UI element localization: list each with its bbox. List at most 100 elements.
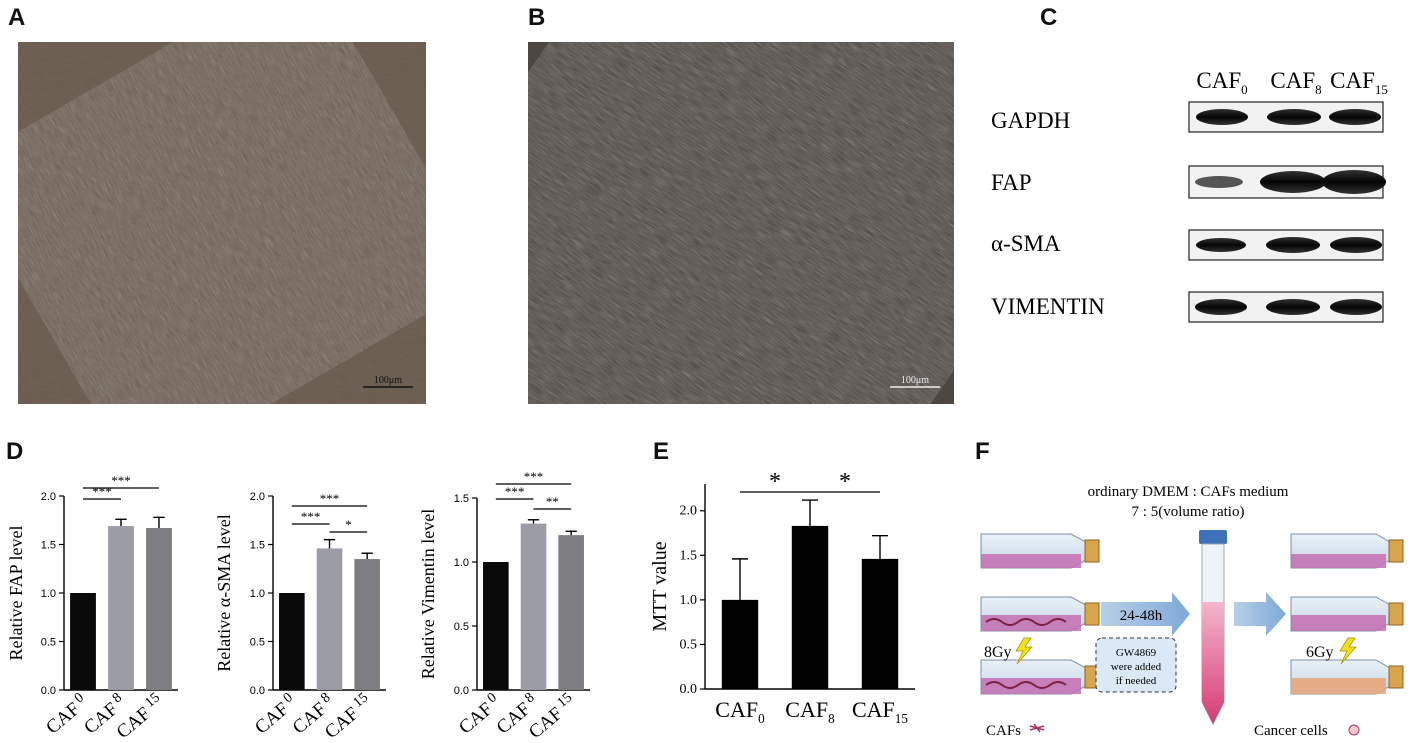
lane-sub-caf0: 0 — [1241, 82, 1248, 97]
inhibitor-line-2: were added — [1111, 661, 1162, 673]
x-tick-label: CAF15 — [852, 697, 908, 726]
y-tick-label: 0.0 — [454, 685, 469, 697]
y-tick-label: 0.5 — [41, 637, 56, 649]
bar — [791, 525, 829, 689]
bar — [721, 599, 759, 689]
significance-label: *** — [92, 484, 112, 499]
dose-left-label: 8Gy — [984, 644, 1012, 661]
protein-gapdh: GAPDH — [991, 108, 1070, 133]
blot-strip-asma — [1188, 229, 1384, 261]
bar — [146, 528, 172, 690]
flask-cancer-middle — [1290, 596, 1404, 632]
y-tick-label: 0.5 — [680, 637, 698, 652]
significance-label: * — [345, 517, 352, 532]
bar — [354, 559, 380, 690]
centrifuge-tube — [1199, 530, 1227, 726]
significance-label: *** — [111, 473, 131, 488]
blot-strip-gapdh — [1188, 101, 1384, 133]
y-tick-label: 0.0 — [41, 685, 56, 697]
experiment-schematic: ordinary DMEM : CAFs medium 7 : 5(volume… — [980, 484, 1404, 739]
panel-label-b: B — [528, 4, 546, 31]
lane-label-caf0: CAF — [1196, 68, 1241, 93]
scale-bar-label-b: 100μm — [901, 375, 929, 386]
y-tick-label: 0.5 — [250, 637, 265, 649]
inhibitor-line-1: GW4869 — [1116, 647, 1157, 659]
time-label: 24-48h — [1120, 608, 1163, 624]
svg-text:CAF0: CAF0 — [1196, 68, 1247, 97]
y-tick-label: 0.0 — [250, 685, 265, 697]
y-tick-label: 2.0 — [250, 491, 265, 503]
bar — [70, 593, 96, 690]
y-tick-label: 1.5 — [454, 493, 469, 505]
y-tick-label: 1.5 — [250, 540, 265, 552]
bar — [483, 562, 509, 690]
micrograph-b: 100μm — [528, 42, 954, 404]
protein-fap: FAP — [991, 170, 1032, 195]
y-axis-label: Relative α-SMA level — [214, 514, 234, 671]
y-tick-label: 1.0 — [454, 557, 469, 569]
significance-label: ** — [546, 494, 559, 509]
lane-label-caf8: CAF — [1270, 68, 1315, 93]
bar — [279, 593, 305, 690]
panel-label-e: E — [653, 438, 670, 465]
lightning-icon-left — [1015, 637, 1033, 665]
arrow-to-cancer-cells — [1234, 592, 1286, 636]
panel-label-c: C — [1040, 4, 1058, 31]
y-tick-label: 1.0 — [41, 588, 56, 600]
chart-mtt-value: 0.0 0.5 1.0 1.5 2.0 MTT value CAF0 CAF8 CAF15 * * — [650, 469, 915, 726]
bar — [861, 558, 899, 689]
lane-sub-caf15: 15 — [1375, 82, 1388, 97]
ratio-line-2: 7 : 5(volume ratio) — [1132, 504, 1245, 520]
arrow-to-tube — [1101, 592, 1190, 636]
significance-label: *** — [524, 469, 544, 484]
bar — [108, 526, 134, 690]
panel-label-a: A — [8, 4, 26, 31]
y-axis-label: MTT value — [650, 541, 671, 631]
flask-medium-top — [980, 533, 1100, 569]
scale-bar-label-a: 100μm — [374, 375, 402, 386]
x-tick-label: CAF8 — [785, 697, 835, 726]
western-blot: CAF0 CAF8 CAF15 GAPDH FAP α-SMA VIMENTIN — [991, 68, 1388, 323]
panel-label-f: F — [975, 438, 990, 465]
y-tick-label: 2.0 — [41, 491, 56, 503]
protein-asma: α-SMA — [991, 231, 1061, 256]
x-tick-label: CAF0 — [715, 697, 765, 726]
micrograph-a: 100μm — [18, 42, 426, 404]
caf-cell-icon — [1029, 723, 1045, 733]
y-tick-label: 0.5 — [454, 621, 469, 633]
cancer-cell-icon — [1348, 724, 1360, 736]
dose-right-label: 6Gy — [1306, 644, 1334, 661]
flask-cafs-middle — [980, 596, 1100, 632]
y-tick-label: 1.0 — [250, 588, 265, 600]
lightning-icon-right — [1339, 637, 1357, 665]
significance-label: *** — [505, 484, 525, 499]
significance-label: * — [769, 469, 781, 495]
y-axis-label: Relative FAP level — [6, 526, 26, 661]
svg-text:CAF15: CAF15 — [1330, 68, 1388, 97]
protein-vimentin: VIMENTIN — [991, 294, 1105, 319]
bar — [558, 535, 584, 690]
cancer-cells-label: Cancer cells — [1254, 723, 1328, 739]
bar — [520, 523, 547, 690]
y-tick-label: 1.0 — [680, 593, 698, 608]
panel-label-d: D — [6, 438, 24, 465]
y-axis-label: Relative Vimentin level — [418, 509, 438, 680]
flask-cafs-irradiated — [980, 659, 1100, 695]
inhibitor-line-3: if needed — [1116, 675, 1157, 687]
blot-strip-fap — [1188, 165, 1386, 199]
blot-strip-vimentin — [1188, 291, 1384, 323]
flask-cancer-top — [1290, 533, 1404, 569]
lane-sub-caf8: 8 — [1315, 82, 1322, 97]
y-tick-label: 0.0 — [680, 682, 698, 697]
ratio-line-1: ordinary DMEM : CAFs medium — [1088, 484, 1289, 500]
y-tick-label: 1.5 — [41, 540, 56, 552]
svg-text:CAF8: CAF8 — [1270, 68, 1321, 97]
significance-label: *** — [301, 509, 321, 524]
y-tick-label: 2.0 — [680, 504, 698, 519]
y-tick-label: 1.5 — [680, 548, 698, 563]
cafs-label: CAFs — [986, 723, 1021, 739]
significance-label: * — [839, 469, 851, 495]
